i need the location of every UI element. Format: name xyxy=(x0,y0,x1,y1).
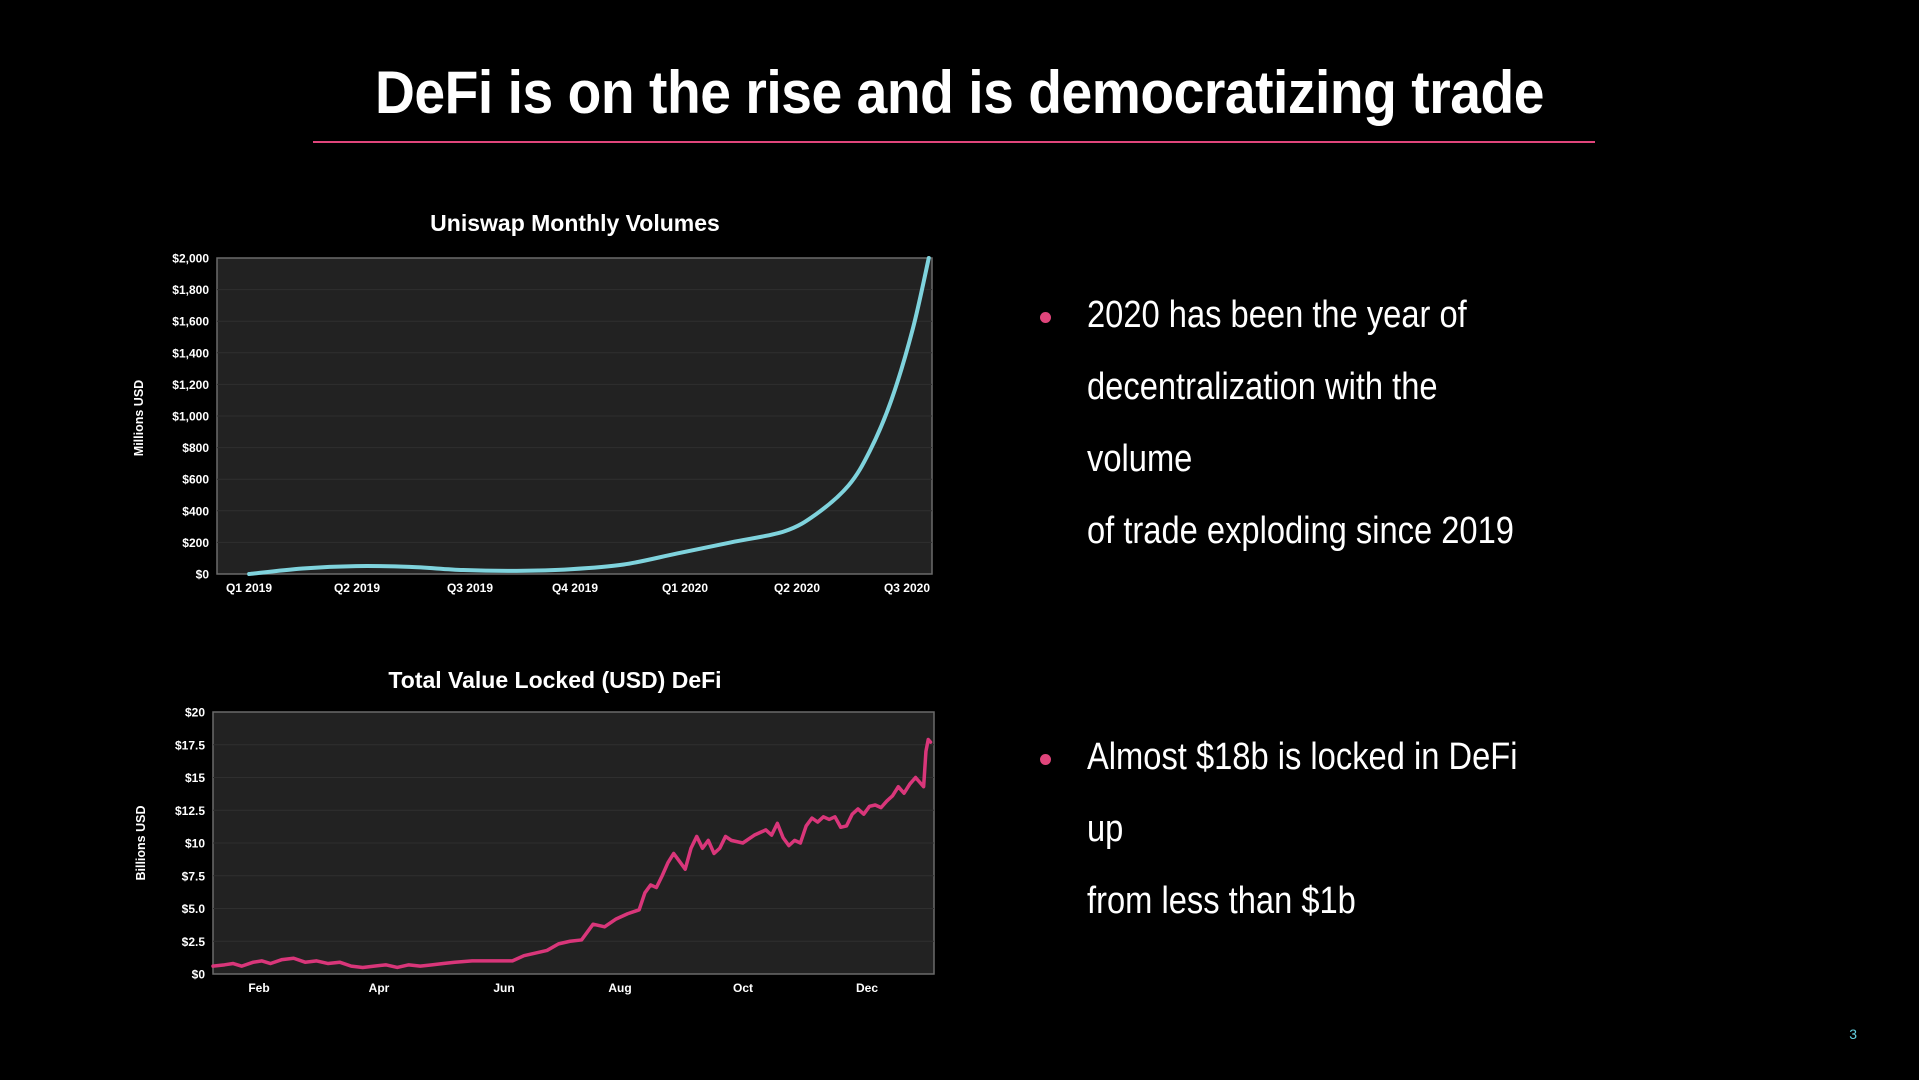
y-tick-label: $5.0 xyxy=(182,902,206,916)
bullet-dot xyxy=(1040,312,1051,323)
y-tick-label: $200 xyxy=(182,536,209,550)
y-tick-label: $800 xyxy=(182,441,209,455)
x-tick-label: Q2 2020 xyxy=(774,581,820,595)
bullet-1: 2020 has been the year of decentralizati… xyxy=(1040,279,1627,567)
x-tick-label: Q1 2020 xyxy=(662,581,708,595)
bullet-dot xyxy=(1040,754,1051,765)
y-tick-label: $1,400 xyxy=(172,346,209,360)
y-axis-label: Billions USD xyxy=(134,805,148,880)
x-tick-label: Dec xyxy=(856,981,878,995)
y-axis-label: Millions USD xyxy=(132,380,146,456)
y-tick-label: $7.5 xyxy=(182,869,206,883)
y-tick-label: $12.5 xyxy=(175,804,205,818)
x-tick-label: Q3 2019 xyxy=(447,581,493,595)
series-line xyxy=(247,256,931,576)
title-underline xyxy=(313,141,1595,143)
x-tick-label: Apr xyxy=(369,981,390,995)
y-tick-label: $1,800 xyxy=(172,283,209,297)
y-tick-label: $2,000 xyxy=(172,252,209,266)
y-tick-label: $600 xyxy=(182,473,209,487)
x-tick-label: Q4 2019 xyxy=(552,581,598,595)
y-tick-label: $10 xyxy=(185,837,205,851)
y-tick-label: $1,600 xyxy=(172,315,209,329)
slide-title: DeFi is on the rise and is democratizing… xyxy=(374,59,1544,126)
uniswap-chart-title: Uniswap Monthly Volumes xyxy=(430,210,720,236)
x-tick-label: Oct xyxy=(733,981,753,995)
y-tick-label: $0 xyxy=(192,968,206,982)
y-tick-label: $15 xyxy=(185,771,205,785)
y-tick-label: $400 xyxy=(182,504,209,518)
x-tick-label: Q3 2020 xyxy=(884,581,930,595)
series-line xyxy=(211,737,933,970)
y-tick-label: $0 xyxy=(196,568,210,582)
y-tick-label: $1,200 xyxy=(172,378,209,392)
x-tick-label: Aug xyxy=(608,981,631,995)
x-tick-label: Q1 2019 xyxy=(226,581,272,595)
page-number: 3 xyxy=(1849,1026,1857,1042)
y-tick-label: $20 xyxy=(185,706,205,720)
y-tick-label: $17.5 xyxy=(175,738,205,752)
bullet-text: 2020 has been the year of decentralizati… xyxy=(1087,294,1514,552)
y-tick-label: $1,000 xyxy=(172,410,209,424)
bullet-text: Almost $18b is locked in DeFi up from le… xyxy=(1087,736,1518,922)
bullet-2: Almost $18b is locked in DeFi up from le… xyxy=(1040,721,1627,937)
y-tick-label: $2.5 xyxy=(182,935,206,949)
x-tick-label: Q2 2019 xyxy=(334,581,380,595)
x-tick-label: Feb xyxy=(248,981,269,995)
tvl-chart-title: Total Value Locked (USD) DeFi xyxy=(388,667,722,693)
x-tick-label: Jun xyxy=(493,981,514,995)
